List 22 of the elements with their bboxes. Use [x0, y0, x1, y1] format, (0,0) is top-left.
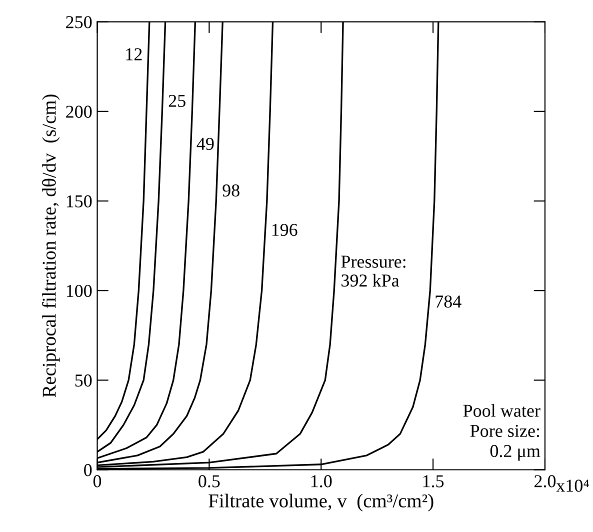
annotation: Pool water Pore size: 0.2 μm [463, 404, 540, 461]
y-tick-label: 150 [66, 195, 92, 208]
series-label: 25 [168, 94, 186, 107]
x-tick-label: 2.0 [534, 475, 556, 488]
series-label: 98 [222, 184, 240, 197]
x-tick-label: 1.0 [311, 475, 332, 488]
x-tick-label: 1.5 [423, 475, 444, 488]
series-label: 12 [126, 48, 142, 60]
series-label: 196 [272, 224, 298, 236]
y-tick-label: 100 [66, 284, 92, 298]
y-axis-title: Reciprocal filtration rate, dθ/dv (s/cm) [42, 94, 60, 398]
x-axis-title: Filtrate volume, v (cm³/cm²) [208, 494, 434, 512]
x-tick-label: 0.5 [198, 475, 220, 488]
y-tick-label: 250 [66, 16, 92, 28]
y-tick-label: 0 [84, 464, 92, 476]
x-tick-label: 0 [93, 475, 102, 488]
y-tick-label: 50 [75, 374, 92, 387]
series-label: Pressure: 392 kPa [341, 256, 406, 287]
series-label: 784 [436, 295, 462, 308]
y-tick-label: 200 [66, 106, 92, 118]
series-label: 49 [196, 138, 214, 150]
text: x10⁴ [556, 480, 589, 492]
